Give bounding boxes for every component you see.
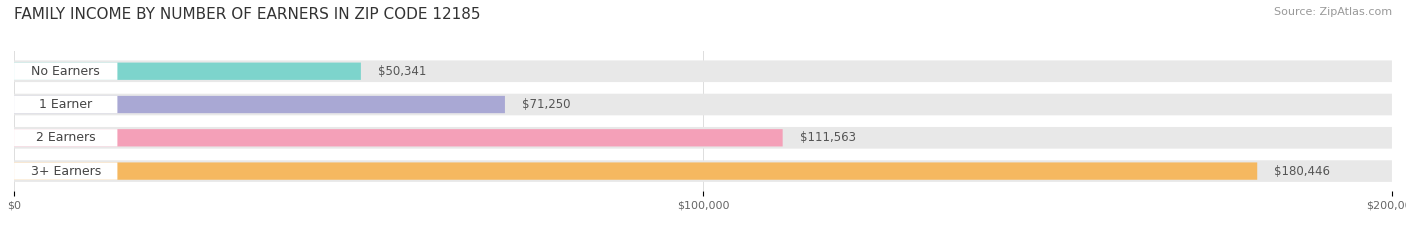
FancyBboxPatch shape — [14, 127, 1392, 149]
Text: 3+ Earners: 3+ Earners — [31, 164, 101, 178]
FancyBboxPatch shape — [14, 63, 361, 80]
FancyBboxPatch shape — [14, 162, 1257, 180]
FancyBboxPatch shape — [14, 96, 118, 113]
FancyBboxPatch shape — [14, 129, 783, 147]
Text: 2 Earners: 2 Earners — [37, 131, 96, 144]
FancyBboxPatch shape — [14, 129, 118, 147]
FancyBboxPatch shape — [14, 96, 505, 113]
Text: $180,446: $180,446 — [1274, 164, 1330, 178]
Text: FAMILY INCOME BY NUMBER OF EARNERS IN ZIP CODE 12185: FAMILY INCOME BY NUMBER OF EARNERS IN ZI… — [14, 7, 481, 22]
FancyBboxPatch shape — [14, 60, 1392, 82]
Text: No Earners: No Earners — [31, 65, 100, 78]
FancyBboxPatch shape — [14, 94, 1392, 115]
Text: Source: ZipAtlas.com: Source: ZipAtlas.com — [1274, 7, 1392, 17]
Text: 1 Earner: 1 Earner — [39, 98, 93, 111]
Text: $71,250: $71,250 — [522, 98, 571, 111]
FancyBboxPatch shape — [14, 160, 1392, 182]
Text: $111,563: $111,563 — [800, 131, 856, 144]
Text: $50,341: $50,341 — [378, 65, 426, 78]
FancyBboxPatch shape — [14, 63, 118, 80]
FancyBboxPatch shape — [14, 162, 118, 180]
